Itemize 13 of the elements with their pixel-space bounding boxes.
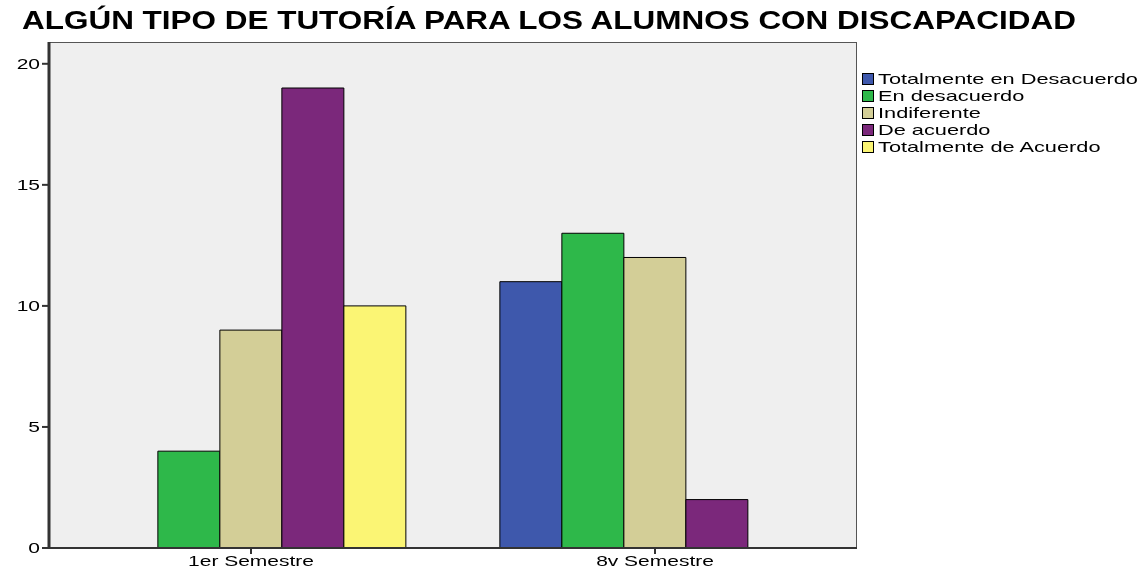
legend-label: Indiferente (878, 104, 981, 121)
y-tick-label: 10 (16, 298, 41, 314)
legend-label: Totalmente de Acuerdo (878, 138, 1101, 155)
chart-title: ALGÚN TIPO DE TUTORÍA PARA LOS ALUMNOS CON DISCAPACIDAD (22, 5, 1076, 36)
y-tick-label: 20 (16, 56, 41, 72)
legend-label: En desacuerdo (878, 87, 1025, 104)
y-tick-label: 15 (16, 177, 41, 193)
y-tick-label: 5 (28, 419, 41, 436)
x-tick-label: 8v Semestre (596, 553, 714, 570)
y-tick-label: 0 (28, 540, 41, 557)
x-tick-label: 1er Semestre (188, 553, 315, 570)
legend-label: Totalmente en Desacuerdo (878, 70, 1138, 87)
legend-label: De acuerdo (878, 121, 991, 138)
